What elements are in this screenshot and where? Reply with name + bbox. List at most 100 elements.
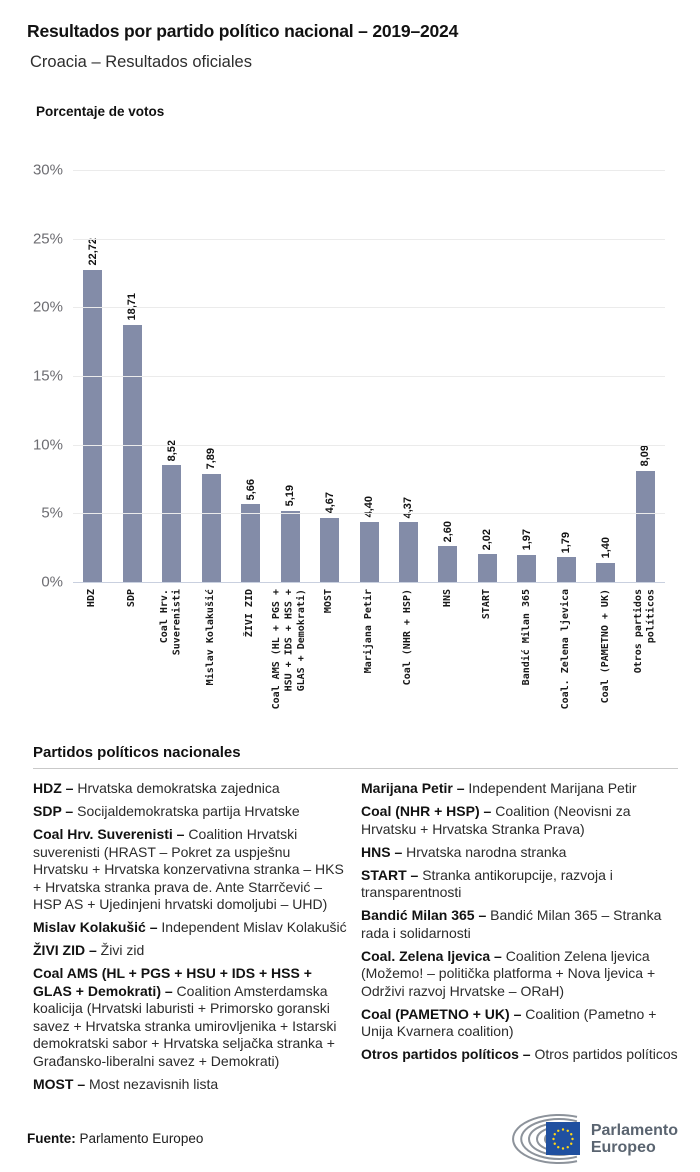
bar — [241, 504, 261, 582]
footer: Fuente: Parlamento Europeo — [27, 1111, 678, 1167]
bar — [162, 465, 182, 582]
legend-item-desc: Coalition (Neovisni za Hrvatsku + Hrvats… — [361, 803, 631, 837]
bar-value-label: 8,09 — [639, 445, 652, 467]
european-parliament-logo: Parlamento Europeo — [511, 1111, 678, 1167]
legend-item-name: Bandić Milan 365 – — [361, 907, 487, 923]
legend-item: Coal (NHR + HSP) – Coalition (Neovisni z… — [361, 803, 678, 838]
x-label-slot: Coal AMS (HL + PGS + HSU + IDS + HSS + G… — [270, 589, 309, 739]
y-axis-tick-label: 30% — [32, 161, 63, 179]
legend-columns: HDZ – Hrvatska demokratska zajednica SDP … — [33, 780, 678, 1099]
x-label-slot: HNS — [428, 589, 467, 739]
bar — [635, 470, 655, 582]
bar — [517, 554, 537, 582]
legend-item-name: HDZ – — [33, 780, 74, 796]
eu-flag-stars — [552, 1127, 574, 1150]
bar-value-label: 5,19 — [284, 485, 297, 507]
x-axis-label: Marijana Petir — [362, 589, 374, 674]
legend-item: HNS – Hrvatska narodna stranka — [361, 844, 678, 862]
legend-item: Otros partidos políticos – Otros partido… — [361, 1046, 678, 1064]
bar — [477, 554, 497, 582]
bar-column: 1,79 — [547, 170, 586, 582]
divider — [33, 768, 678, 769]
x-axis-label: Coal. Zelena ljevica — [560, 589, 572, 710]
legend-item-name: Marijana Petir – — [361, 780, 465, 796]
y-axis-tick-label: 5% — [41, 504, 63, 522]
page-title: Resultados por partido político nacional… — [27, 21, 459, 41]
bar — [438, 546, 458, 582]
bar-chart: 22,72 18,71 8,52 7,89 5,66 5,19 4,67 4,40 4,37 2,… — [27, 163, 665, 739]
bar — [122, 325, 142, 582]
legend-item-desc: Hrvatska narodna stranka — [402, 843, 567, 860]
bar-column: 5,66 — [231, 170, 270, 582]
gridline — [73, 513, 665, 515]
legend-section: Partidos políticos nacionales HDZ – Hrva… — [33, 745, 678, 1099]
bar — [596, 562, 616, 582]
bar-column: 1,40 — [586, 170, 625, 582]
bar-value-label: 2,02 — [481, 528, 494, 551]
x-label-slot: Marijana Petir — [349, 589, 388, 739]
x-axis-label: ŽIVI ZID — [244, 589, 256, 638]
legend-item-desc: Independent Marijana Petir — [464, 780, 637, 796]
gridline — [73, 238, 665, 240]
bar-value-label: 4,67 — [323, 492, 336, 514]
legend-item-name: SDP – — [33, 803, 74, 819]
y-axis-tick-label: 25% — [32, 230, 63, 248]
gridline — [73, 170, 665, 171]
chart-heading: Porcentaje de votos — [36, 104, 165, 119]
legend-item-desc: Hrvatska demokratska zajednica — [73, 780, 280, 796]
legend-item-name: START – — [361, 866, 419, 883]
x-axis-label: Coal AMS (HL + PGS + HSU + IDS + HSS + G… — [271, 589, 308, 710]
bar-column: 4,37 — [389, 170, 428, 582]
legend-item-desc: Coalition Amsterdamska koalicija (Hrvats… — [33, 982, 337, 1069]
legend-item-desc: Stranka antikorupcije, razvoja i transpa… — [361, 866, 613, 901]
bar — [83, 270, 103, 582]
legend-item-name: Coal (PAMETNO + UK) – — [361, 1005, 522, 1022]
x-label-slot: ŽIVI ZID — [231, 589, 270, 739]
source-value: Parlamento Europeo — [79, 1131, 204, 1146]
legend-item: Marijana Petir – Independent Marijana Pe… — [361, 780, 678, 798]
legend-item: Coal (PAMETNO + UK) – Coalition (Pametno… — [361, 1006, 678, 1041]
logo-wordmark: Parlamento Europeo — [590, 1121, 678, 1156]
x-axis-label: Coal (PAMETNO + UK) — [599, 589, 611, 704]
gridline — [73, 376, 665, 377]
x-label-slot: Coal Hrv. Suverenisti — [152, 589, 191, 739]
bar-value-label: 22,72 — [86, 238, 99, 266]
bar — [201, 473, 221, 582]
bar-value-label: 7,89 — [205, 448, 218, 470]
x-label-slot: Otros partidos políticos — [626, 589, 665, 739]
legend-item-desc: Coalition (Pametno + Unija Kvarnera coal… — [361, 1005, 657, 1040]
bar — [280, 510, 300, 582]
x-label-slot: MOST — [310, 589, 349, 739]
legend-column-right: Marijana Petir – Independent Marijana Pe… — [361, 780, 678, 1099]
legend-item: START – Stranka antikorupcije, razvoja i… — [361, 867, 678, 902]
legend-item: MOST – Most nezavisnih lista — [33, 1076, 349, 1094]
bar-column: 18,71 — [112, 170, 151, 582]
y-axis-tick-label: 20% — [32, 298, 63, 316]
gridline — [73, 307, 665, 309]
bar-column: 5,19 — [270, 170, 309, 582]
legend-item-name: Coal AMS (HL + PGS + HSU + IDS + HSS + G… — [33, 965, 312, 999]
bar — [398, 522, 418, 582]
legend-item: Coal AMS (HL + PGS + HSU + IDS + HSS + G… — [33, 965, 349, 1070]
legend-item-desc: Coalition Hrvatski suverenisti (HRAST – … — [33, 826, 344, 912]
legend-item-desc: Coalition Zelena ljevica (Možemo! – poli… — [361, 947, 656, 999]
legend-column-left: HDZ – Hrvatska demokratska zajednica SDP … — [33, 780, 349, 1099]
source-label: Fuente: — [27, 1131, 76, 1146]
legend-item-name: Coal (NHR + HSP) – — [361, 803, 492, 819]
parliament-hemicycle-icon — [512, 1113, 580, 1164]
x-label-slot: Mislav Kolakušić — [191, 589, 230, 739]
x-label-slot: START — [468, 589, 507, 739]
bar-column: 7,89 — [191, 170, 230, 582]
x-label-slot: Coal (NHR + HSP) — [389, 589, 428, 739]
x-axis-labels: HDZ SDP Coal Hrv. Suverenisti Mislav Kolaku… — [73, 589, 665, 739]
legend-item: ŽIVI ZID – Živi zid — [33, 942, 349, 960]
bar-value-label: 4,37 — [402, 496, 415, 518]
x-axis-label: SDP — [125, 589, 137, 608]
bar-value-label: 8,52 — [165, 439, 178, 461]
bars-row: 22,72 18,71 8,52 7,89 5,66 5,19 4,67 4,40 4,37 2,… — [73, 170, 665, 582]
x-axis-label: MOST — [323, 589, 335, 614]
gridline — [73, 444, 665, 446]
legend-item-name: Coal. Zelena ljevica – — [361, 947, 502, 964]
source-note: Fuente: Parlamento Europeo — [27, 1131, 203, 1146]
